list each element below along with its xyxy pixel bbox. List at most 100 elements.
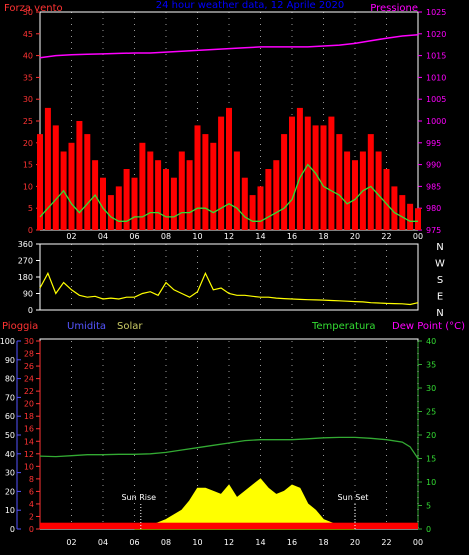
- gust-bar: [367, 134, 374, 230]
- wind-x-tick-label: 14: [255, 232, 265, 241]
- humidity-tick-label: 50: [5, 431, 15, 440]
- sunset-label: Sun Set: [338, 493, 369, 502]
- gust-bar: [186, 160, 193, 230]
- gust-bar: [273, 160, 280, 230]
- gust-bar: [37, 134, 43, 230]
- gust-bar: [375, 151, 382, 230]
- gust-bar: [147, 151, 154, 230]
- gust-bar: [84, 134, 91, 230]
- direction-tick-label: 90: [23, 290, 33, 299]
- rain-x-tick-label: 14: [255, 538, 265, 547]
- rain-x-tick-label: 00: [413, 538, 423, 547]
- wind-tick-label: 10: [23, 182, 33, 191]
- gust-bar: [415, 208, 421, 230]
- pressure-tick-label: 1000: [426, 117, 446, 126]
- gust-bar: [123, 169, 130, 230]
- gust-bar: [100, 177, 106, 230]
- temp-tick-label: 20: [426, 431, 436, 440]
- wind-x-tick-label: 10: [192, 232, 202, 241]
- pressure-tick-label: 1005: [426, 95, 446, 104]
- humidity-tick-label: 10: [5, 506, 15, 515]
- gust-bar: [76, 121, 83, 230]
- direction-tick-label: 0: [28, 306, 33, 315]
- gust-bar: [257, 186, 264, 230]
- wind-tick-label: 45: [23, 30, 33, 39]
- temp-tick-label: 10: [426, 478, 436, 487]
- temp-tick-label: 35: [426, 361, 436, 370]
- gust-bar: [352, 160, 358, 230]
- wind-tick-label: 25: [23, 117, 33, 126]
- wind-x-tick-label: 04: [98, 232, 108, 241]
- direction-tick-label: 180: [18, 273, 33, 282]
- rain-tick-label: 10: [24, 462, 34, 471]
- wind-x-ticks: 02 04 06 08 10 12 14 16 18 20 22 00: [66, 232, 423, 241]
- compass-label: S: [437, 275, 443, 286]
- rain-tick-label: 6: [29, 487, 34, 496]
- humidity-tick-label: 100: [0, 337, 15, 346]
- wind-pressure-chart: 24 hour weather data, 12 Aprile 2020 For…: [4, 0, 446, 241]
- temp-tick-label: 30: [426, 384, 436, 393]
- gust-bar: [139, 142, 146, 230]
- wind-x-tick-label: 02: [66, 232, 76, 241]
- gust-bar: [202, 134, 209, 230]
- gust-bar: [178, 151, 185, 230]
- humidity-label: Umidita: [67, 321, 106, 332]
- wind-tick-label: 30: [23, 95, 33, 104]
- gust-bar: [304, 116, 311, 230]
- rain-tick-label: 4: [29, 500, 34, 509]
- gust-bar: [155, 160, 162, 230]
- gust-bar: [170, 177, 177, 230]
- solar-label: Solar: [117, 321, 143, 332]
- gust-bar: [383, 169, 390, 230]
- wind-axis-label: Forza vento: [4, 3, 63, 14]
- rain-tick-label: 16: [24, 425, 34, 434]
- temp-tick-label: 0: [426, 525, 431, 534]
- humidity-axis-ticks: 0 10 20 30 40 50 60 70 80 90 100: [0, 337, 21, 534]
- rain-x-tick-label: 06: [129, 538, 139, 547]
- avg-wind-line: [39, 163, 418, 222]
- rain-temp-series: [39, 436, 419, 530]
- wind-x-tick-label: 20: [350, 232, 360, 241]
- wind-x-tick-label: 06: [129, 232, 139, 241]
- pressure-tick-label: 990: [426, 161, 441, 170]
- gust-bar: [344, 151, 351, 230]
- temperature-label: Temperatura: [311, 321, 376, 332]
- rain-x-tick-label: 18: [318, 538, 328, 547]
- temp-axis-ticks: 0 5 10 15 20 25 30 35 40: [418, 337, 436, 534]
- wind-tick-label: 40: [23, 52, 33, 61]
- pressure-line: [39, 33, 419, 59]
- direction-tick-label: 270: [18, 257, 33, 266]
- rain-tick-label: 28: [24, 350, 34, 359]
- compass-label: W: [435, 259, 445, 270]
- rain-tick-label: 26: [24, 362, 34, 371]
- wind-tick-label: 20: [23, 139, 33, 148]
- rain-tick-label: 14: [24, 437, 34, 446]
- temp-tick-label: 15: [426, 455, 436, 464]
- wind-x-tick-label: 12: [224, 232, 234, 241]
- rain-tick-label: 22: [24, 387, 34, 396]
- gust-bar: [312, 125, 319, 230]
- rain-tick-label: 30: [24, 337, 34, 346]
- gust-bar: [44, 107, 51, 230]
- direction-line: [39, 271, 419, 306]
- rain-tick-label: 0: [29, 525, 34, 534]
- temp-tick-label: 40: [426, 337, 436, 346]
- rain-x-tick-label: 20: [350, 538, 360, 547]
- rain-tick-label: 20: [24, 400, 34, 409]
- rain-x-tick-label: 22: [381, 538, 391, 547]
- solar-area: [134, 478, 356, 530]
- wind-tick-label: 35: [23, 73, 33, 82]
- pressure-tick-label: 1020: [426, 30, 446, 39]
- humidity-tick-label: 70: [5, 393, 15, 402]
- compass-label: N: [436, 308, 443, 319]
- gust-bar: [226, 107, 232, 230]
- pressure-axis-ticks: 975 980 985 990 995 1000 1005 1010 1015 1020 1025: [418, 8, 446, 235]
- rain-tick-label: 2: [29, 512, 34, 521]
- gust-bar: [218, 116, 225, 230]
- humidity-tick-label: 40: [5, 450, 15, 459]
- wind-x-tick-label: 00: [413, 232, 423, 241]
- pressure-tick-label: 975: [426, 226, 441, 235]
